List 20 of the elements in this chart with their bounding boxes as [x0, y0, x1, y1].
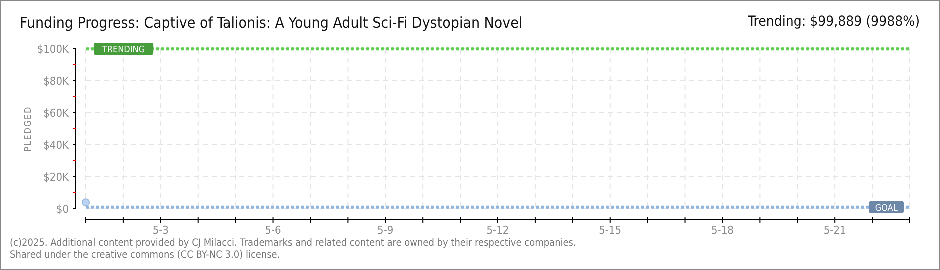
y-tick-label: $100K: [37, 43, 70, 56]
y-tick-label: $80K: [44, 75, 70, 88]
text: Trending: $99,889 (9988%): [747, 14, 920, 30]
x-tick-label: 5-18: [711, 224, 734, 237]
ref-line-label: GOAL: [875, 204, 898, 214]
y-tick-label: $40K: [44, 139, 70, 152]
y-tick-label: $0: [56, 203, 69, 216]
chart-title: Funding Progress: Captive of Talionis: A Young Adult Sci-Fi Dystopian Novel: [20, 14, 523, 32]
y-tick-label: $60K: [44, 107, 70, 120]
y-tick-label: $20K: [44, 171, 70, 184]
text: (c)2025. Additional content provided by CJ Milacci. Trademarks and related content are owned by their respective companies.: [10, 238, 576, 249]
x-tick-label: 5-3: [152, 224, 169, 237]
ref-line-label: TRENDING: [101, 46, 146, 56]
x-tick-label: 5-12: [486, 224, 510, 237]
x-tick-label: 5-15: [599, 224, 622, 237]
x-tick-label: 5-6: [265, 224, 282, 237]
y-axis-title: PLEDGED: [24, 106, 34, 152]
text: Shared under the creative commons (CC BY-NC 3.0) license.: [10, 250, 280, 261]
x-tick-label: 5-21: [824, 224, 846, 237]
x-tick-label: 5-9: [378, 224, 394, 237]
